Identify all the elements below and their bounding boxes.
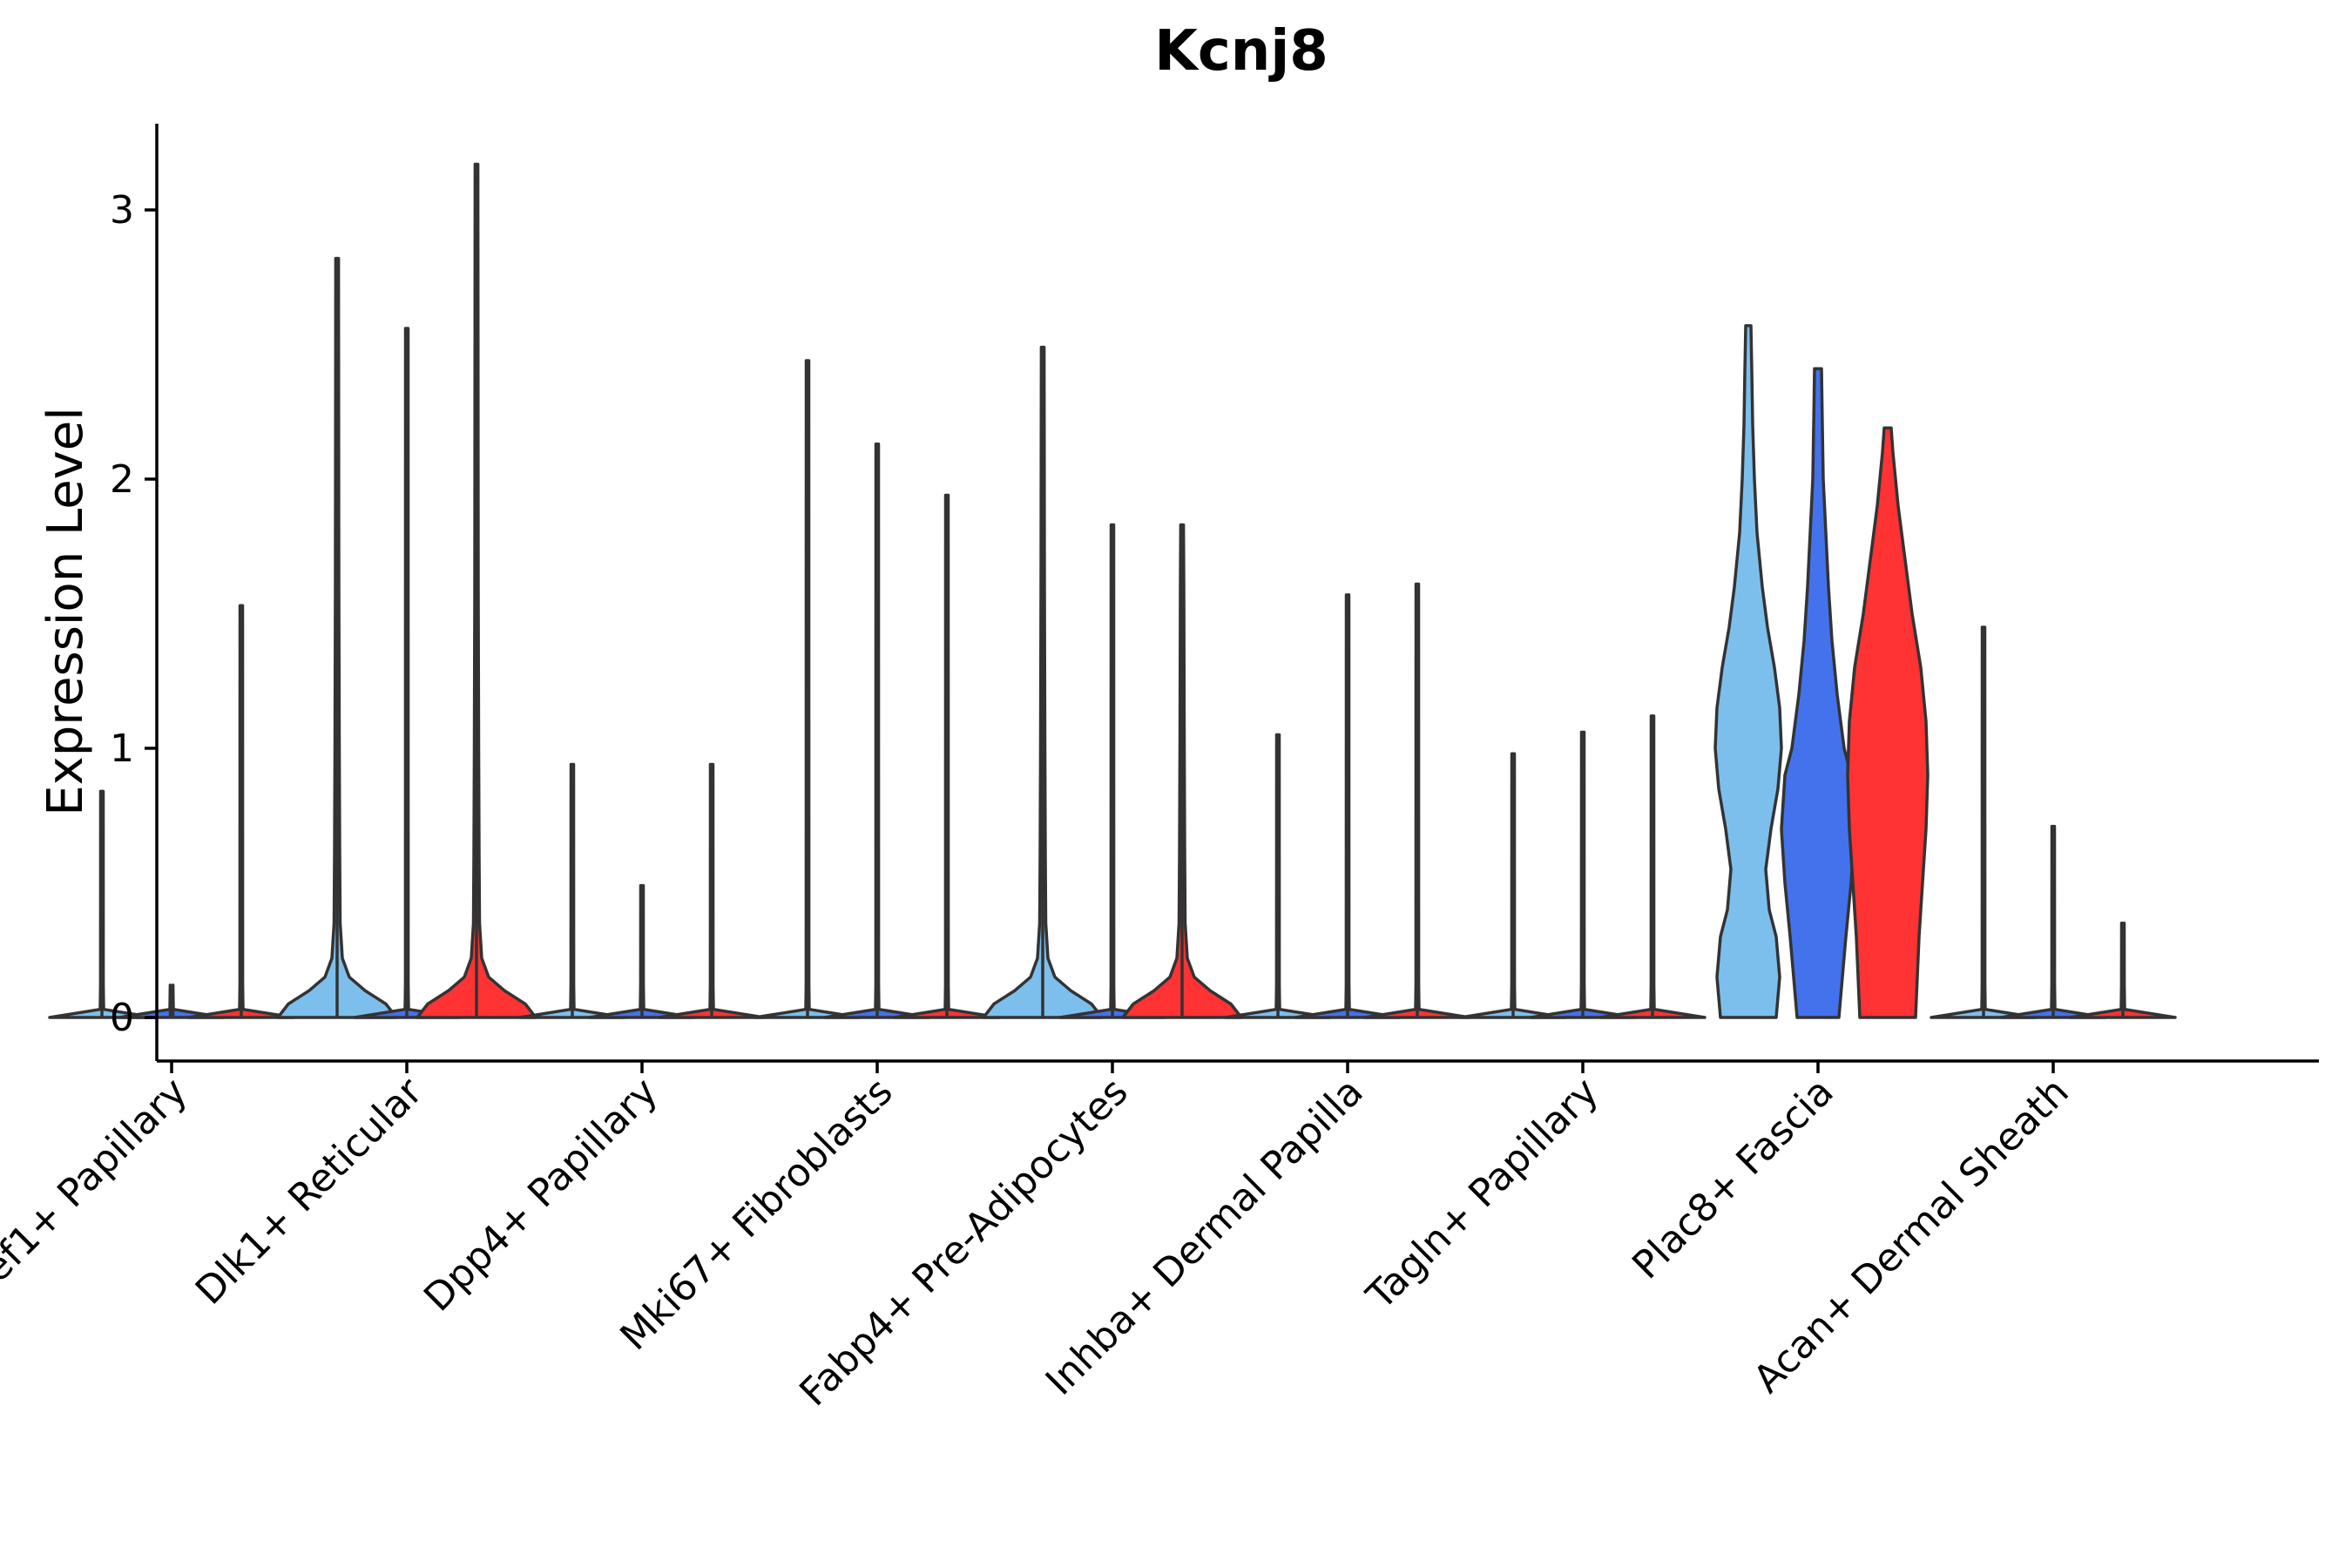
y-tick-label: 0: [110, 996, 134, 1040]
x-tick-label: Plac8+ Fascia: [1624, 1070, 1842, 1288]
x-tick-label: Dpp4+ Papillary: [416, 1070, 666, 1321]
chart-title: Kcnj8: [1154, 19, 1328, 84]
y-axis-label: Expression Level: [37, 407, 94, 816]
y-tick-label: 1: [110, 727, 134, 771]
violin-3: [1846, 426, 1930, 1019]
x-tick-label: Lef1+ Papillary: [0, 1070, 196, 1306]
y-tick-label: 3: [110, 188, 134, 233]
y-tick-label: 2: [110, 457, 134, 502]
violin-1: [1713, 324, 1783, 1019]
violin-2: [1780, 367, 1856, 1019]
violin-2: [118, 983, 226, 1019]
x-tick-label: Dlk1+ Reticular: [187, 1069, 432, 1314]
x-tick-label: Tagln+ Papillary: [1358, 1070, 1607, 1319]
violins: [48, 162, 2177, 1019]
